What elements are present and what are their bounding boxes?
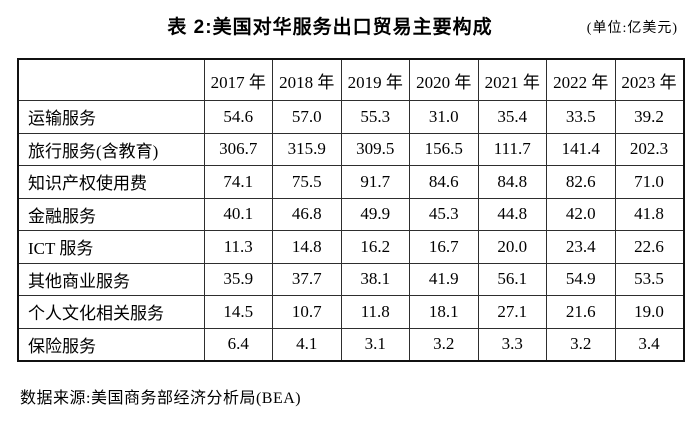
table-header-row: 2017 年 2018 年 2019 年 2020 年 2021 年 2022 年 2023… <box>17 58 684 101</box>
value-cell: 37.7 <box>272 262 342 296</box>
value-cell: 41.8 <box>614 197 684 231</box>
row-label: 其他商业服务 <box>17 262 205 296</box>
year-column-header: 2020 年 <box>409 58 479 101</box>
table-row: 知识产权使用费 74.1 75.5 91.7 84.6 84.8 82.6 71.0 <box>17 165 684 199</box>
value-cell: 19.0 <box>614 295 684 329</box>
table-caption-area: 表 2:美国对华服务出口贸易主要构成 (单位:亿美元) <box>0 0 700 58</box>
value-cell: 54.6 <box>203 100 273 134</box>
value-cell: 3.2 <box>409 327 479 362</box>
value-cell: 10.7 <box>272 295 342 329</box>
year-column-header: 2023 年 <box>614 58 684 101</box>
table-row: 运输服务 54.6 57.0 55.3 31.0 35.4 33.5 39.2 <box>17 100 684 134</box>
value-cell: 309.5 <box>340 132 410 166</box>
value-cell: 41.9 <box>409 262 479 296</box>
value-cell: 202.3 <box>614 132 684 166</box>
value-cell: 21.6 <box>546 295 616 329</box>
value-cell: 45.3 <box>409 197 479 231</box>
value-cell: 35.9 <box>203 262 273 296</box>
value-cell: 31.0 <box>409 100 479 134</box>
year-column-header: 2017 年 <box>203 58 273 101</box>
value-cell: 44.8 <box>477 197 547 231</box>
value-cell: 56.1 <box>477 262 547 296</box>
value-cell: 11.3 <box>203 230 273 264</box>
value-cell: 3.4 <box>614 327 684 362</box>
table-row: 保险服务 6.4 4.1 3.1 3.2 3.3 3.2 3.4 <box>17 327 684 362</box>
value-cell: 4.1 <box>272 327 342 362</box>
value-cell: 111.7 <box>477 132 547 166</box>
table-row: ICT 服务 11.3 14.8 16.2 16.7 20.0 23.4 22.6 <box>17 230 684 264</box>
value-cell: 75.5 <box>272 165 342 199</box>
value-cell: 16.2 <box>340 230 410 264</box>
value-cell: 3.3 <box>477 327 547 362</box>
value-cell: 3.1 <box>340 327 410 362</box>
table-title: 表 2:美国对华服务出口贸易主要构成 <box>167 17 493 38</box>
value-cell: 22.6 <box>614 230 684 264</box>
value-cell: 74.1 <box>203 165 273 199</box>
value-cell: 14.8 <box>272 230 342 264</box>
value-cell: 55.3 <box>340 100 410 134</box>
row-label: 保险服务 <box>17 327 205 362</box>
services-export-table: 2017 年 2018 年 2019 年 2020 年 2021 年 2022 年 2023… <box>17 58 685 362</box>
year-column-header: 2022 年 <box>546 58 616 101</box>
value-cell: 53.5 <box>614 262 684 296</box>
row-label: 知识产权使用费 <box>17 165 205 199</box>
row-label: 金融服务 <box>17 197 205 231</box>
table-row: 旅行服务(含教育) 306.7 315.9 309.5 156.5 111.7 141.4 2… <box>17 132 684 166</box>
row-label: 旅行服务(含教育) <box>17 132 205 166</box>
value-cell: 16.7 <box>409 230 479 264</box>
value-cell: 40.1 <box>203 197 273 231</box>
value-cell: 49.9 <box>340 197 410 231</box>
value-cell: 18.1 <box>409 295 479 329</box>
value-cell: 14.5 <box>203 295 273 329</box>
value-cell: 6.4 <box>203 327 273 362</box>
value-cell: 33.5 <box>546 100 616 134</box>
row-label: 个人文化相关服务 <box>17 295 205 329</box>
value-cell: 82.6 <box>546 165 616 199</box>
data-source-note: 数据来源:美国商务部经济分析局(BEA) <box>20 390 302 407</box>
value-cell: 11.8 <box>340 295 410 329</box>
corner-cell <box>17 58 205 101</box>
row-label: ICT 服务 <box>17 230 205 264</box>
value-cell: 91.7 <box>340 165 410 199</box>
value-cell: 141.4 <box>546 132 616 166</box>
table-row: 金融服务 40.1 46.8 49.9 45.3 44.8 42.0 41.8 <box>17 197 684 231</box>
year-column-header: 2019 年 <box>340 58 410 101</box>
value-cell: 54.9 <box>546 262 616 296</box>
value-cell: 84.8 <box>477 165 547 199</box>
table-row: 个人文化相关服务 14.5 10.7 11.8 18.1 27.1 21.6 19.0 <box>17 295 684 329</box>
value-cell: 39.2 <box>614 100 684 134</box>
value-cell: 35.4 <box>477 100 547 134</box>
value-cell: 84.6 <box>409 165 479 199</box>
table-row: 其他商业服务 35.9 37.7 38.1 41.9 56.1 54.9 53.5 <box>17 262 684 296</box>
row-label: 运输服务 <box>17 100 205 134</box>
unit-note: (单位:亿美元) <box>586 21 678 36</box>
value-cell: 3.2 <box>546 327 616 362</box>
value-cell: 71.0 <box>614 165 684 199</box>
value-cell: 306.7 <box>203 132 273 166</box>
year-column-header: 2021 年 <box>477 58 547 101</box>
value-cell: 38.1 <box>340 262 410 296</box>
value-cell: 20.0 <box>477 230 547 264</box>
value-cell: 156.5 <box>409 132 479 166</box>
value-cell: 27.1 <box>477 295 547 329</box>
value-cell: 23.4 <box>546 230 616 264</box>
table-body: 运输服务 54.6 57.0 55.3 31.0 35.4 33.5 39.2 旅行服务(含教育… <box>17 100 684 362</box>
value-cell: 46.8 <box>272 197 342 231</box>
year-column-header: 2018 年 <box>272 58 342 101</box>
value-cell: 57.0 <box>272 100 342 134</box>
value-cell: 315.9 <box>272 132 342 166</box>
value-cell: 42.0 <box>546 197 616 231</box>
